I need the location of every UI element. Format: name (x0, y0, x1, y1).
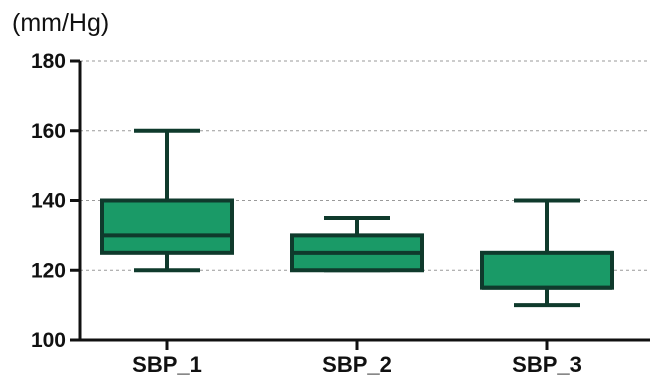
y-tick-label-140: 140 (31, 190, 66, 213)
y-tick-label-160: 160 (31, 120, 66, 143)
box-SBP_1 (100, 128, 234, 273)
y-tick-label-100: 100 (31, 329, 66, 352)
box-SBP_3 (480, 198, 614, 308)
box-iqr (100, 198, 234, 255)
x-category-label-SBP_1: SBP_1 (132, 352, 202, 377)
x-category-label-SBP_2: SBP_2 (322, 352, 392, 377)
y-tick-label-120: 120 (31, 259, 66, 282)
y-tick-label-180: 180 (31, 50, 66, 73)
boxes (100, 128, 614, 308)
box-iqr (480, 250, 614, 290)
box-SBP_2 (290, 215, 424, 273)
axis-labels: 100 120 140 160 180 SBP_1 SBP_2 SBP_3 (31, 50, 582, 377)
y-axis-unit-label: (mm/Hg) (12, 9, 109, 37)
x-category-label-SBP_3: SBP_3 (512, 352, 582, 377)
axes (70, 59, 650, 350)
